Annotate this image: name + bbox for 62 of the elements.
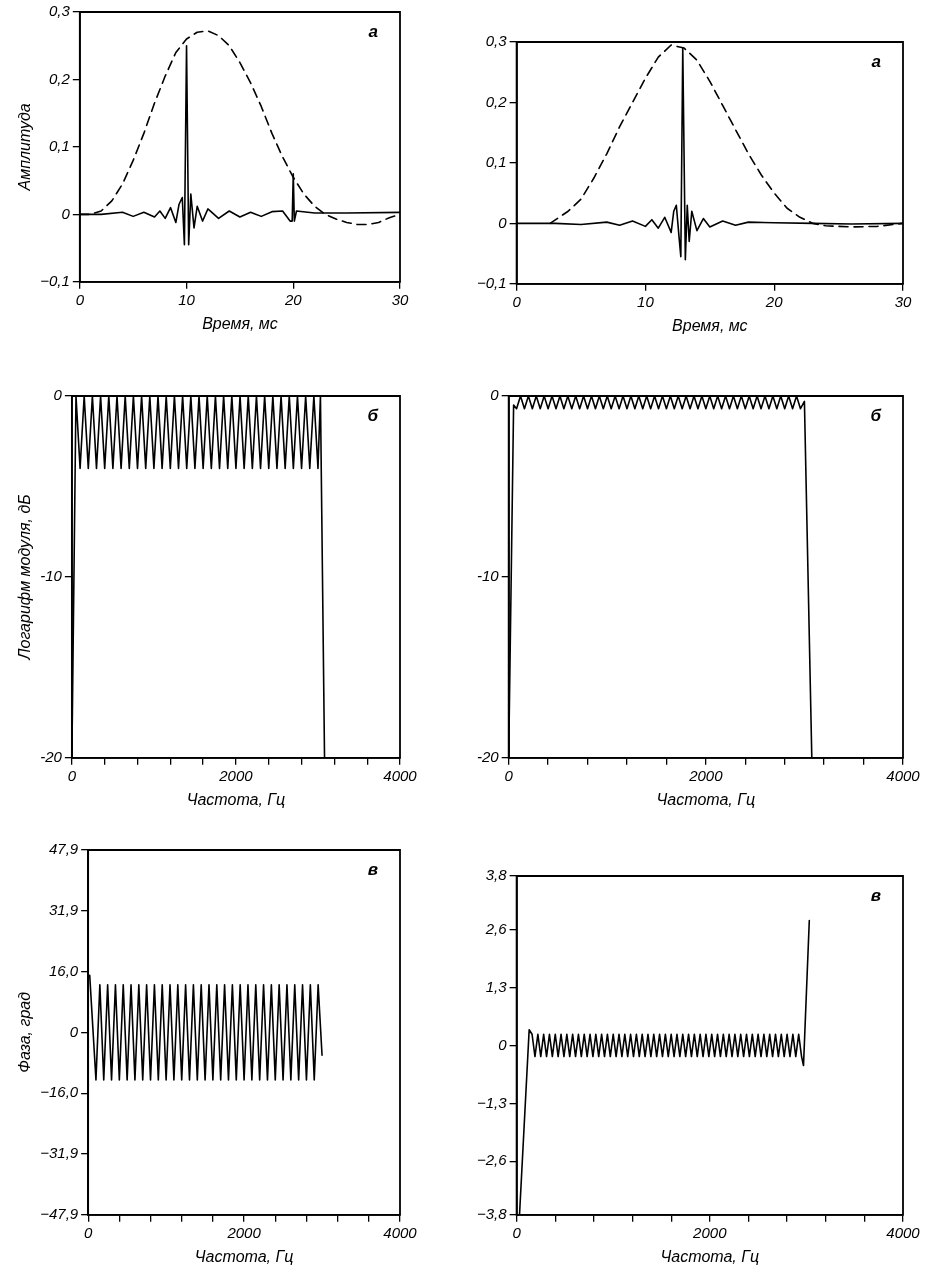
y-tick-label: 31,9 [48,901,79,919]
x-tick-label: 10 [178,290,196,308]
annotation: а [368,22,378,42]
x-tick-label: 4000 [383,766,418,784]
annotation: б [367,406,379,426]
y-tick-label: -10 [40,567,63,585]
y-tick-label: 0,2 [48,69,71,87]
y-axis-title: Фаза, град [16,991,34,1073]
y-tick-label: 0,2 [485,92,508,110]
annotation: б [870,406,882,426]
y-tick-label: 0,1 [485,153,507,171]
annotation: в [367,860,378,880]
x-tick-label: 2000 [692,1223,728,1241]
y-tick-label: −16,0 [40,1083,79,1101]
x-tick-label: 2000 [688,766,724,784]
x-tick-label: 2000 [218,766,254,784]
x-tick-label: 10 [637,292,655,310]
x-axis-title: Время, мс [672,316,748,334]
y-tick-label: −0,1 [476,273,507,291]
y-tick-label: 0 [61,204,71,222]
y-tick-label: 0 [498,213,508,231]
y-tick-label: 0 [490,386,500,404]
annotation: в [870,886,881,906]
y-axis-title: Логарифм модуля, дБ [16,494,34,661]
y-tick-label: 0 [69,1022,79,1040]
x-axis-title: Частота, Гц [660,1247,760,1265]
y-axis-title: Амплитуда [16,103,34,192]
y-tick-label: 2,6 [484,919,508,937]
y-tick-label: 1,3 [485,977,508,995]
x-axis-title: Время, мс [202,314,278,332]
y-tick-label: -10 [476,567,500,585]
y-tick-label: −3,8 [476,1204,508,1222]
x-tick-label: 4000 [383,1223,418,1241]
y-tick-label: 16,0 [48,961,79,979]
x-tick-label: 0 [83,1223,93,1241]
y-tick-label: 3,8 [485,866,508,884]
y-tick-label: 0,3 [48,2,71,20]
y-tick-label: 47,9 [48,840,79,858]
y-tick-label: −0,1 [40,271,70,289]
x-tick-label: 30 [391,290,409,308]
y-tick-label: 0 [498,1035,508,1053]
y-tick-label: −31,9 [40,1144,79,1162]
x-tick-label: 20 [764,292,784,310]
y-tick-label: −1,3 [476,1093,508,1111]
y-tick-label: −47,9 [40,1204,79,1222]
x-tick-label: 2000 [226,1223,262,1241]
x-tick-label: 4000 [886,766,921,784]
y-tick-label: −2,6 [476,1151,508,1169]
x-axis-title: Частота, Гц [186,790,286,808]
y-tick-label: 0,1 [48,137,70,155]
x-axis-title: Частота, Гц [656,790,756,808]
y-tick-label: 0,3 [485,32,508,50]
x-tick-label: 30 [894,292,912,310]
y-tick-label: -20 [476,747,500,765]
y-tick-label: 0 [53,386,63,404]
x-tick-label: 0 [512,292,522,310]
x-axis-title: Частота, Гц [194,1247,294,1265]
y-tick-label: -20 [40,747,63,765]
x-tick-label: 4000 [886,1223,921,1241]
x-tick-label: 20 [283,290,303,308]
x-tick-label: 0 [512,1223,522,1241]
annotation: а [871,52,881,72]
